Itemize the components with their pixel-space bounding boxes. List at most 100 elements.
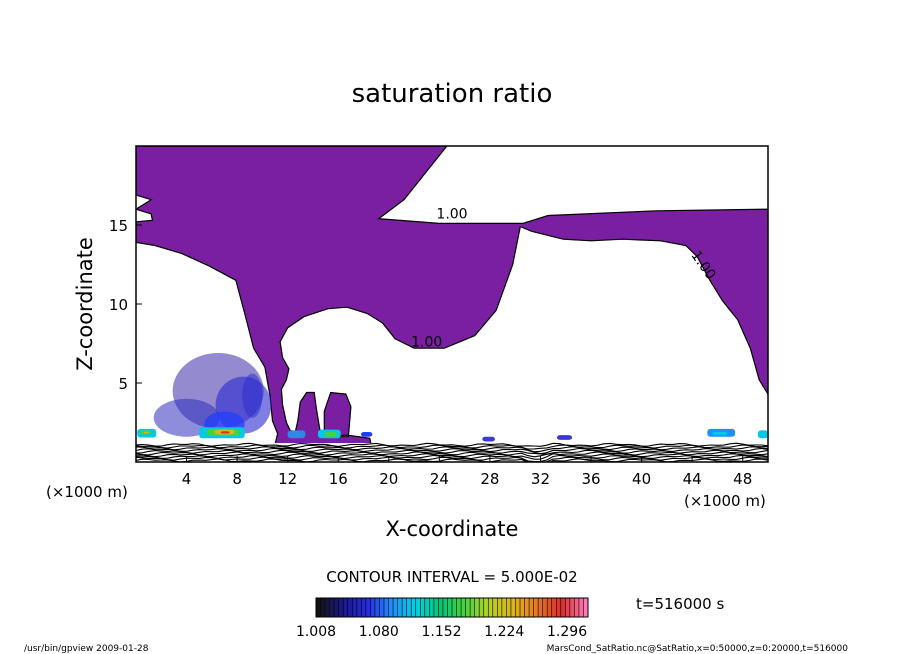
shading-cell: [242, 373, 263, 418]
colorbar-bin: [347, 598, 353, 617]
colorbar-bin: [479, 598, 484, 617]
colorbar-bin: [465, 598, 471, 617]
supersaturated-cell: [482, 436, 495, 442]
colorbar-bin: [338, 598, 344, 617]
colorbar-bin: [442, 598, 448, 617]
supersaturated-cell: [360, 431, 373, 437]
contour-line: [136, 454, 768, 462]
colorbar-bin: [361, 598, 366, 617]
contour-line: [136, 442, 768, 447]
colorbar-bin: [374, 598, 380, 617]
contour-label: 1.00: [411, 335, 442, 351]
y-tick-label: 10: [109, 296, 128, 314]
x-tick-label: 48: [733, 470, 752, 488]
colorbar-bin: [488, 598, 493, 617]
x-tick-label: 4: [182, 470, 192, 488]
colorbar-bin: [397, 598, 403, 617]
colorbar-bin: [578, 598, 584, 617]
supersaturated-cell: [324, 431, 337, 437]
colorbar-bin: [515, 598, 520, 617]
colorbar-bin: [542, 598, 548, 617]
contour-line: [136, 456, 768, 462]
near-surface-contour-lines: [136, 442, 768, 462]
x-axis-label: X-coordinate: [386, 517, 519, 541]
supersaturated-cell: [556, 435, 573, 440]
colorbar-bin: [556, 598, 561, 617]
supersaturated-cell: [287, 430, 306, 439]
colorbar-bin: [506, 598, 511, 617]
colorbar-bin: [402, 598, 407, 617]
colorbar: [315, 598, 588, 617]
y-axis-unit: (×1000 m): [46, 483, 128, 501]
colorbar-bin: [316, 598, 321, 617]
colorbar-bin: [325, 598, 330, 617]
plot-area: [136, 146, 768, 462]
contour-line: [136, 444, 768, 450]
y-axis-label: Z-coordinate: [73, 237, 97, 371]
chart-title: saturation ratio: [352, 79, 553, 109]
supersaturated-cell: [712, 431, 728, 436]
colorbar-bin: [452, 598, 457, 617]
x-tick-label: 32: [531, 470, 550, 488]
colorbar-tick-label: 1.224: [484, 624, 524, 640]
y-axis: 5 10 15: [109, 217, 142, 393]
y-tick-label: 5: [118, 375, 128, 393]
colorbar-bin: [384, 598, 389, 617]
colorbar-bin: [524, 598, 530, 617]
colorbar-bin: [569, 598, 575, 617]
x-tick-label: 20: [379, 470, 398, 488]
colorbar-bin: [461, 598, 466, 617]
x-tick-label: 8: [232, 470, 242, 488]
footer-source: MarsCond_SatRatio.nc@SatRatio,x=0:50000,…: [547, 644, 849, 654]
colorbar-bin: [456, 598, 462, 617]
colorbar-bin: [379, 598, 384, 617]
colorbar-bin: [365, 598, 371, 617]
colorbar-bin: [583, 598, 588, 617]
colorbar-bin: [560, 598, 566, 617]
colorbar-frame: [315, 597, 589, 618]
colorbar-bin: [538, 598, 543, 617]
colorbar-bin: [551, 598, 557, 617]
contour-line: [136, 447, 768, 455]
colorbar-bin: [501, 598, 507, 617]
colorbar-bin: [470, 598, 475, 617]
colorbar-tick-label: 1.008: [296, 624, 336, 640]
footer-program: /usr/bin/gpview 2009-01-28: [24, 644, 149, 654]
colorbar-bin: [388, 598, 394, 617]
colorbar-bin: [424, 598, 430, 617]
supersaturated-cell: [143, 431, 149, 434]
supersaturated-cell: [757, 430, 768, 439]
colorbar-bin: [393, 598, 398, 617]
contour-line: [136, 458, 768, 462]
x-tick-label: 44: [683, 470, 702, 488]
colorbar-bin: [529, 598, 534, 617]
colorbar-bin: [352, 598, 357, 617]
contour-labels: 1.001.001.00: [411, 207, 718, 351]
colorbar-bin: [447, 598, 452, 617]
x-tick-label: 40: [632, 470, 651, 488]
colorbar-tick-label: 1.080: [359, 624, 399, 640]
colorbar-bin: [334, 598, 339, 617]
x-tick-label: 36: [581, 470, 600, 488]
colorbar-bin: [370, 598, 375, 617]
supersaturated-cells: [137, 352, 768, 442]
colorbar-bin: [329, 598, 335, 617]
colorbar-bin: [415, 598, 421, 617]
contour-line: [136, 449, 768, 455]
colorbar-bin: [565, 598, 570, 617]
colorbar-tick-label: 1.152: [421, 624, 461, 640]
contour-line: [136, 453, 768, 460]
colorbar-bin: [406, 598, 412, 617]
colorbar-bin: [547, 598, 552, 617]
x-axis: 4 8 12 16 20 24 28 32 36 40 44 48: [182, 456, 752, 488]
colorbar-bin: [411, 598, 416, 617]
contour-label: 1.00: [436, 207, 467, 223]
x-tick-label: 16: [329, 470, 348, 488]
colorbar-bin: [420, 598, 425, 617]
colorbar-bin: [574, 598, 579, 617]
colorbar-bin: [356, 598, 362, 617]
colorbar-bin: [474, 598, 480, 617]
x-tick-label: 28: [480, 470, 499, 488]
x-tick-label: 12: [278, 470, 297, 488]
colorbar-tick-labels: 1.008 1.080 1.152 1.224 1.296: [296, 624, 587, 640]
